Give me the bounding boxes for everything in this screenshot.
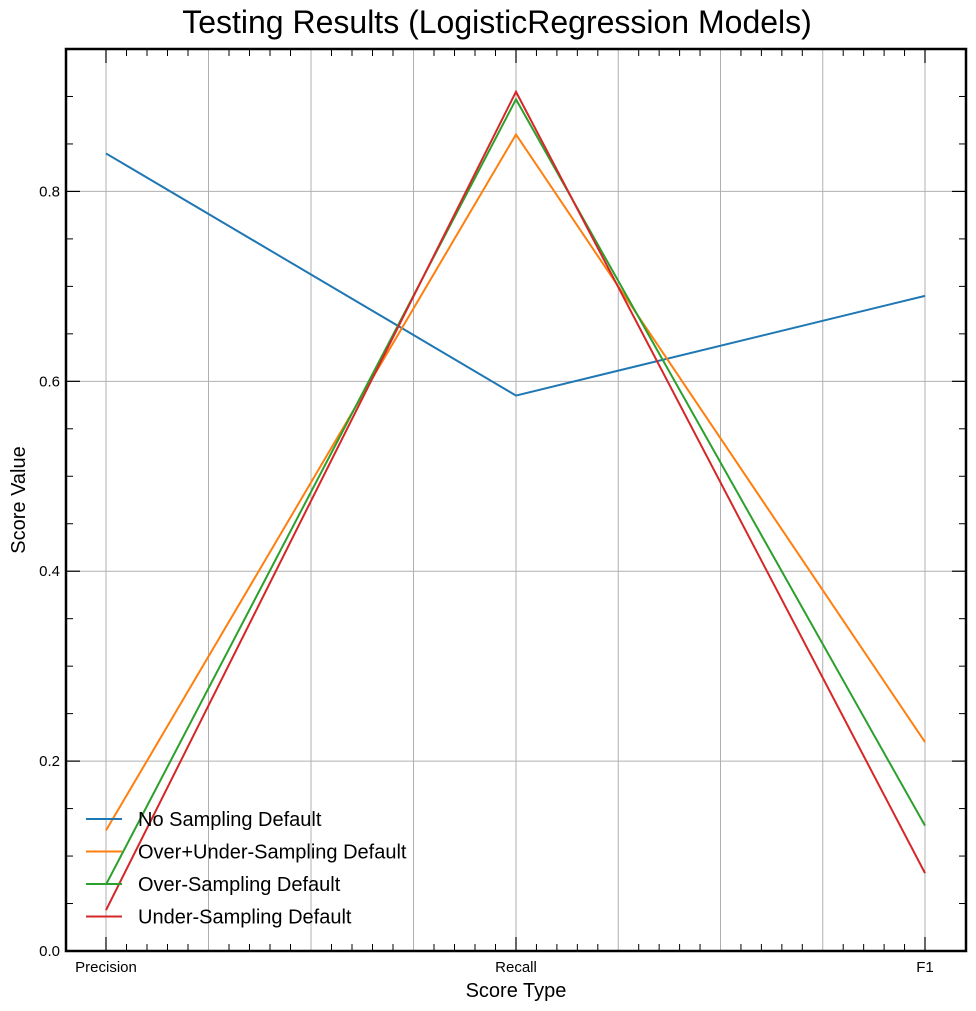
series-line-3 <box>105 97 926 885</box>
y-axis-label: Score Value <box>8 446 30 553</box>
x-tick-label: F1 <box>916 959 934 976</box>
legend: No Sampling Default Over+Under-Sampling D… <box>86 809 407 929</box>
x-axis-label: Score Type <box>466 980 567 1002</box>
plot-frame <box>64 47 968 953</box>
series-layer <box>105 89 926 911</box>
y-tick-label: 0.4 <box>39 563 60 580</box>
x-tick-label: Precision <box>75 959 137 976</box>
series-line-2 <box>105 132 926 831</box>
grid-layer <box>66 49 966 952</box>
chart-title: Testing Results (LogisticRegression Mode… <box>182 4 812 40</box>
x-tick-labels: Precision Recall F1 <box>75 959 934 976</box>
y-tick-label: 0.8 <box>39 183 60 200</box>
legend-label: Over-Sampling Default <box>138 874 341 896</box>
y-tick-label: 0.6 <box>39 373 60 390</box>
legend-label: Under-Sampling Default <box>138 907 352 929</box>
y-tick-label: 0.0 <box>39 943 60 960</box>
legend-label: No Sampling Default <box>138 809 322 831</box>
legend-label: Over+Under-Sampling Default <box>138 842 407 864</box>
y-tick-label: 0.2 <box>39 753 60 770</box>
series-line-1 <box>105 152 926 397</box>
x-tick-label: Recall <box>495 959 537 976</box>
y-tick-labels: 0.0 0.2 0.4 0.6 0.8 <box>39 183 60 960</box>
series-line-4 <box>105 89 926 911</box>
